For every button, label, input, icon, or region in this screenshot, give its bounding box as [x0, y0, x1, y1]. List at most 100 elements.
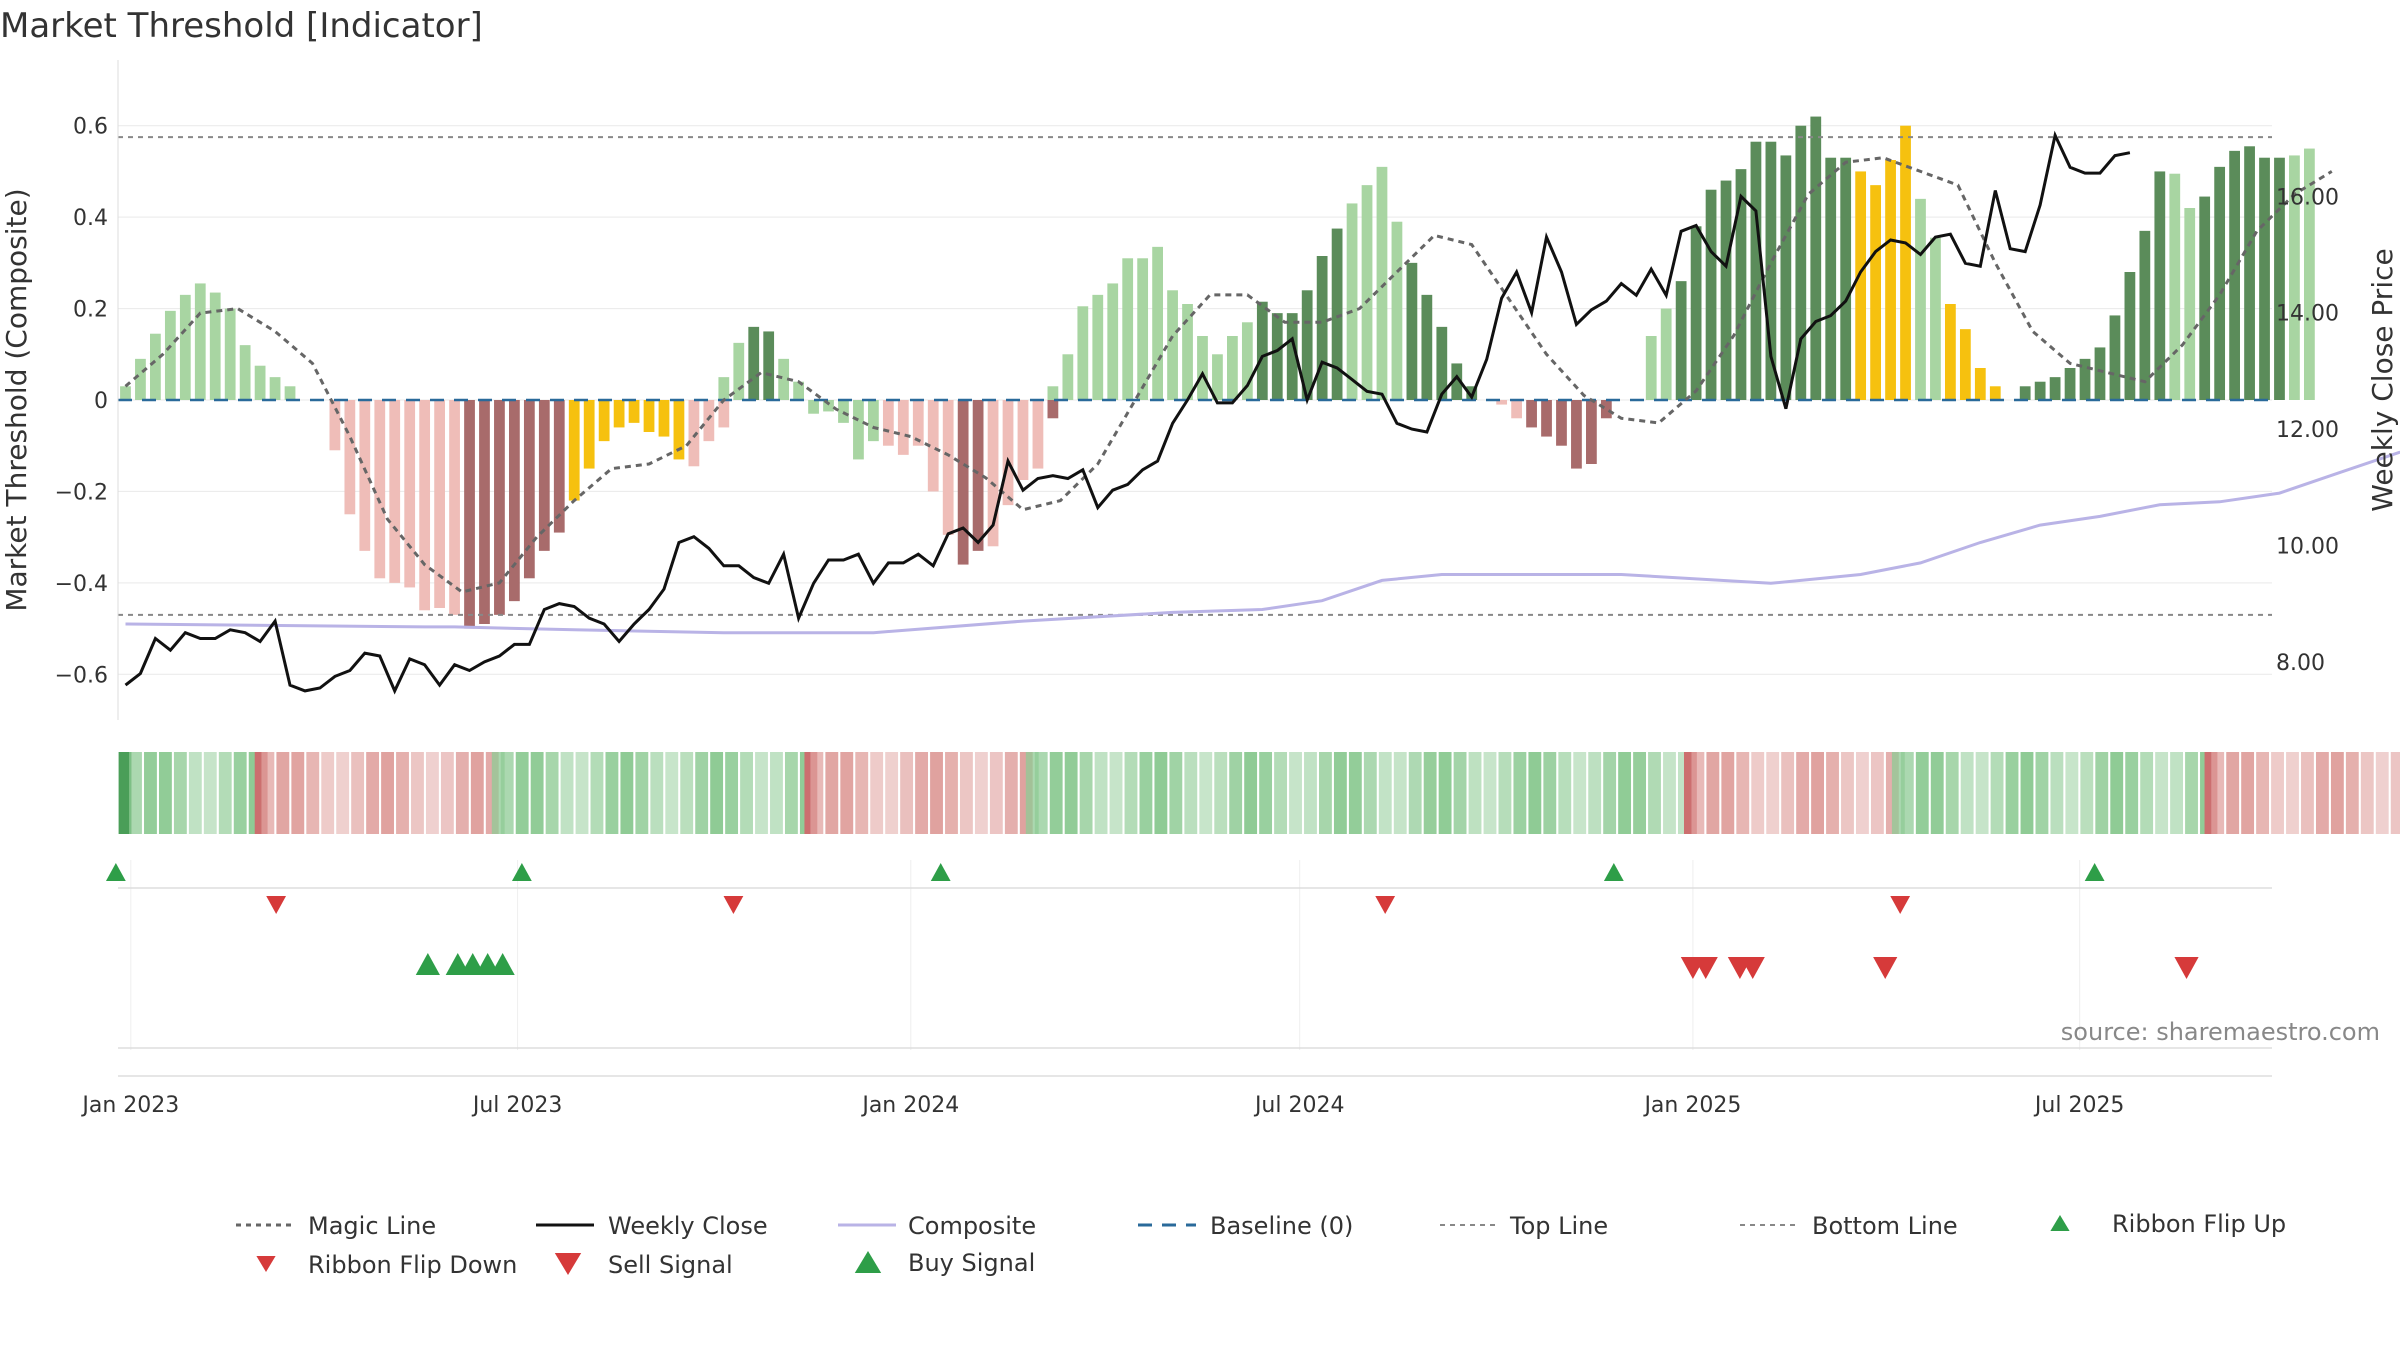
composite-bar	[1780, 155, 1792, 400]
composite-bar	[1855, 171, 1867, 400]
ribbon-cell	[1214, 752, 1228, 834]
ribbon-cell	[2390, 752, 2400, 834]
composite-bar	[838, 400, 849, 423]
composite-bar	[1915, 198, 1926, 400]
composite-bar	[1092, 294, 1104, 400]
ribbon-cell	[1408, 752, 1422, 834]
ribbon-cell	[605, 752, 619, 834]
composite-bar	[868, 400, 879, 442]
composite-bar	[778, 358, 790, 400]
ribbon-cell	[1975, 752, 1989, 834]
x-tick-label: Jul 2025	[2033, 1093, 2125, 1118]
ribbon-cell	[945, 752, 958, 834]
ribbon-cell	[1513, 752, 1527, 834]
ribbon-cell	[1930, 752, 1944, 834]
composite-bar	[1870, 185, 1881, 400]
sell-signal-marker	[2174, 957, 2199, 979]
ribbon-cell	[620, 752, 634, 834]
ribbon-cell	[1363, 752, 1377, 834]
composite-bar	[179, 294, 191, 400]
ribbon-cell	[1736, 752, 1750, 834]
ribbon-cell	[740, 752, 753, 834]
legend-label: Weekly Close	[608, 1212, 768, 1240]
ribbon-flip-up-marker	[105, 863, 126, 881]
composite-bar	[628, 400, 640, 423]
composite-bar	[897, 400, 909, 455]
ribbon-cell	[2211, 752, 2225, 834]
ribbon-cell	[1781, 752, 1795, 834]
composite-bar	[942, 400, 954, 535]
ribbon-cell	[665, 752, 679, 834]
composite-bar	[374, 400, 386, 579]
composite-bar	[1750, 141, 1762, 400]
ribbon-cell	[915, 752, 928, 834]
ribbon-cell	[1603, 752, 1617, 834]
ribbon-cell	[1618, 752, 1632, 834]
ribbon-cell	[870, 752, 884, 834]
x-tick-label: Jan 2024	[860, 1093, 959, 1118]
ribbon-cell	[218, 752, 232, 834]
ribbon-cell	[635, 752, 649, 834]
ribbon-cell	[1154, 752, 1168, 834]
ribbon-cell	[2360, 752, 2374, 834]
trend-ribbon	[118, 752, 2400, 834]
y2-tick-label: 8.00	[2276, 651, 2325, 676]
ribbon-cell	[1064, 752, 1078, 834]
composite-bar	[912, 400, 924, 446]
ribbon-cell	[1079, 752, 1093, 834]
ribbon-cell	[1109, 752, 1123, 834]
composite-bar	[135, 358, 146, 400]
composite-bar	[1137, 258, 1149, 400]
ribbon-cell	[321, 752, 335, 834]
ribbon-cell	[1945, 752, 1959, 834]
page-title: Market Threshold [Indicator]	[0, 6, 483, 46]
composite-bar	[269, 377, 281, 400]
composite-bar	[523, 400, 535, 579]
ribbon-cell	[366, 752, 380, 834]
signal-panels	[105, 860, 2272, 1077]
ribbon-flip-down-marker	[723, 896, 744, 914]
composite-bar	[2094, 347, 2106, 400]
ribbon-cell	[1259, 752, 1273, 834]
composite-bar	[1765, 141, 1777, 400]
ribbon-cell	[336, 752, 350, 834]
ribbon-cell	[2155, 752, 2169, 834]
ribbon-cell	[560, 752, 574, 834]
ribbon-cell	[158, 752, 172, 834]
composite-bar	[2304, 148, 2315, 400]
composite-bar	[239, 345, 251, 400]
composite-bar	[1600, 400, 1612, 419]
composite-bar	[957, 400, 969, 565]
y2-tick-label: 16.00	[2276, 185, 2339, 210]
composite-bar	[1451, 363, 1463, 400]
composite-bar	[748, 326, 760, 400]
ribbon-cell	[188, 752, 202, 834]
ribbon-cell	[770, 752, 783, 834]
ribbon-cell	[1856, 752, 1869, 834]
ribbon-cell	[810, 752, 824, 834]
magic-line	[124, 156, 2333, 594]
ribbon-cell	[855, 752, 869, 834]
legend: Magic Line Weekly Close Composite Baseline …	[236, 1210, 2286, 1279]
composite-bar	[2199, 196, 2211, 400]
ribbon-cell	[2241, 752, 2255, 834]
ribbon-cell	[306, 752, 320, 834]
ribbon-cell	[1304, 752, 1317, 834]
ribbon-cell	[2170, 752, 2183, 834]
composite-bar	[464, 400, 475, 629]
ribbon-flip-down-marker	[1890, 896, 1911, 914]
ribbon-cell	[1915, 752, 1929, 834]
composite-bar	[1182, 304, 1193, 400]
ribbon-cell	[2286, 752, 2299, 834]
composite-bar	[1496, 400, 1508, 405]
ribbon-cell	[1004, 752, 1018, 834]
composite-bar	[2274, 157, 2285, 400]
legend-label: Top Line	[1509, 1212, 1608, 1240]
composite-bar	[1974, 368, 1986, 400]
ribbon-cell	[2080, 752, 2094, 834]
composite-bar	[1062, 354, 1074, 400]
y-tick-label: 0.4	[73, 206, 108, 231]
ribbon-cell	[1199, 752, 1213, 834]
ribbon-cell	[1573, 752, 1587, 834]
composite-bar	[2259, 157, 2270, 400]
